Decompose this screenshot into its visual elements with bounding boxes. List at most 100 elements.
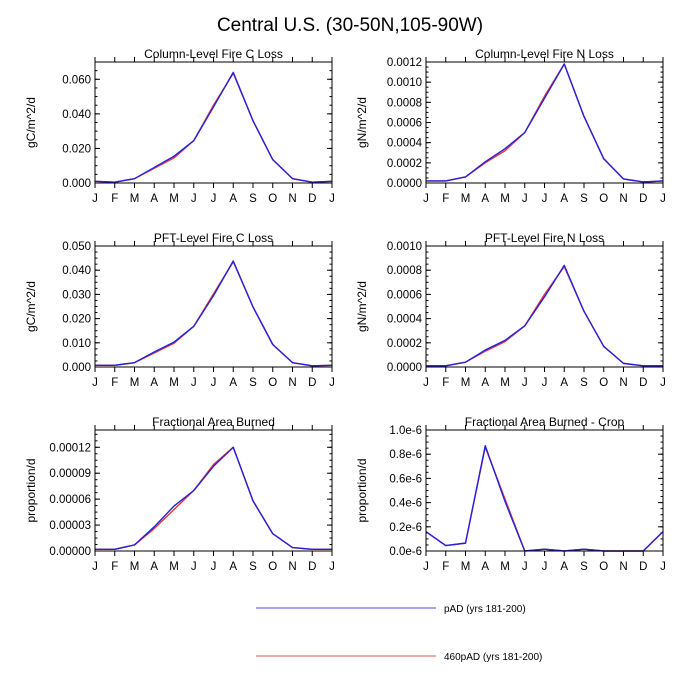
- x-tick-label: J: [522, 561, 528, 573]
- x-tick-label: M: [130, 193, 140, 205]
- x-tick-label: M: [461, 377, 471, 389]
- y-tick-label: 0.8e-6: [389, 449, 422, 461]
- plot-frame: [94, 245, 333, 368]
- y-tick-label: 0.00000: [49, 546, 91, 558]
- x-tick-label: O: [268, 193, 277, 205]
- plot-frame: [425, 61, 664, 184]
- y-tick-label: 0.00003: [49, 520, 91, 532]
- x-tick-label: D: [308, 377, 316, 389]
- y-tick-label: 0.020: [62, 143, 91, 155]
- x-tick-label: J: [191, 377, 197, 389]
- y-tick-label: 0.2e-6: [389, 522, 422, 534]
- x-tick-label: F: [111, 377, 118, 389]
- x-tick-label: M: [461, 561, 471, 573]
- x-tick-label: J: [211, 193, 217, 205]
- x-tick-label: A: [560, 193, 568, 205]
- legend: pAD (yrs 181-200) 460pAD (yrs 181-200): [256, 604, 542, 663]
- y-tick-label: 0.0008: [387, 265, 422, 277]
- y-axis-label: gC/m^2/d: [24, 281, 38, 332]
- x-tick-label: J: [191, 561, 197, 573]
- y-tick-label: 0.000: [62, 362, 91, 374]
- series-line-pad: [426, 264, 663, 367]
- x-tick-label: D: [639, 377, 647, 389]
- x-tick-label: F: [442, 193, 449, 205]
- y-tick-label: 0.0000: [387, 362, 422, 374]
- series-line-pad: [95, 260, 333, 367]
- series-line-460pad: [94, 72, 333, 183]
- x-tick-label: A: [229, 377, 237, 389]
- x-tick-label: J: [542, 193, 548, 205]
- y-tick-label: 0.0004: [387, 138, 423, 150]
- y-tick-label: 0.0008: [387, 97, 422, 109]
- x-tick-label: M: [461, 193, 471, 205]
- x-tick-label: D: [639, 561, 647, 573]
- x-tick-label: M: [169, 377, 179, 389]
- panel-title: Column-Level Fire C Loss: [144, 47, 283, 61]
- x-tick-label: J: [522, 377, 528, 389]
- y-tick-label: 0.040: [62, 109, 91, 121]
- plot-frame: [425, 245, 664, 368]
- y-axis-label: gC/m^2/d: [24, 97, 38, 148]
- y-tick-label: 0.00006: [49, 494, 91, 506]
- y-tick-label: 0.010: [62, 338, 91, 350]
- x-tick-label: J: [542, 561, 548, 573]
- plot-frame: [94, 61, 333, 184]
- y-tick-label: 0.0000: [387, 178, 422, 190]
- series-line-pad: [95, 446, 332, 550]
- x-tick-label: M: [500, 561, 510, 573]
- x-tick-label: J: [660, 377, 666, 389]
- panel-title: Column-Level Fire N Loss: [475, 47, 614, 61]
- x-tick-label: S: [249, 193, 257, 205]
- main-title: Central U.S. (30-50N,105-90W): [217, 15, 483, 36]
- x-tick-label: S: [580, 377, 588, 389]
- y-tick-label: 0.000: [62, 178, 91, 190]
- x-tick-label: A: [229, 193, 237, 205]
- x-tick-label: N: [619, 377, 627, 389]
- x-tick-label: O: [268, 561, 277, 573]
- series-line-pad: [94, 71, 333, 183]
- legend-label-460pad: 460pAD (yrs 181-200): [444, 652, 542, 663]
- y-tick-label: 0.6e-6: [389, 473, 422, 485]
- x-tick-label: J: [92, 377, 98, 389]
- y-tick-label: 0.0010: [387, 241, 422, 253]
- y-tick-label: 0.4e-6: [389, 498, 422, 510]
- x-tick-label: A: [150, 193, 158, 205]
- x-tick-label: A: [150, 377, 158, 389]
- y-tick-label: 0.00012: [49, 442, 91, 454]
- x-tick-label: J: [191, 193, 197, 205]
- x-tick-label: S: [249, 377, 257, 389]
- series-line-460pad: [426, 265, 663, 367]
- series-line-pad: [425, 445, 664, 552]
- x-tick-label: J: [211, 561, 217, 573]
- panel-title: Fractional Area Burned: [152, 415, 275, 429]
- x-tick-label: J: [211, 377, 217, 389]
- x-tick-label: N: [288, 193, 296, 205]
- x-tick-label: S: [249, 561, 257, 573]
- x-tick-label: D: [639, 193, 647, 205]
- x-tick-label: J: [660, 561, 666, 573]
- y-tick-label: 0.040: [62, 265, 91, 277]
- y-tick-label: 1.0e-6: [389, 425, 422, 437]
- x-tick-label: S: [580, 561, 588, 573]
- y-tick-label: 0.020: [62, 314, 91, 326]
- y-tick-label: 0.060: [62, 74, 91, 86]
- plot-frame: [94, 429, 333, 552]
- y-tick-label: 0.0004: [387, 314, 423, 326]
- y-tick-label: 0.0010: [387, 77, 422, 89]
- x-tick-label: M: [500, 377, 510, 389]
- x-tick-label: N: [619, 561, 627, 573]
- x-tick-label: J: [329, 193, 335, 205]
- x-tick-label: A: [481, 377, 489, 389]
- x-tick-label: A: [150, 561, 158, 573]
- y-tick-label: 0.00009: [49, 468, 91, 480]
- x-tick-label: J: [423, 377, 429, 389]
- y-axis-label: proportion/d: [355, 458, 369, 522]
- x-tick-label: N: [288, 561, 296, 573]
- series-line-460pad: [95, 446, 332, 550]
- x-tick-label: J: [329, 561, 335, 573]
